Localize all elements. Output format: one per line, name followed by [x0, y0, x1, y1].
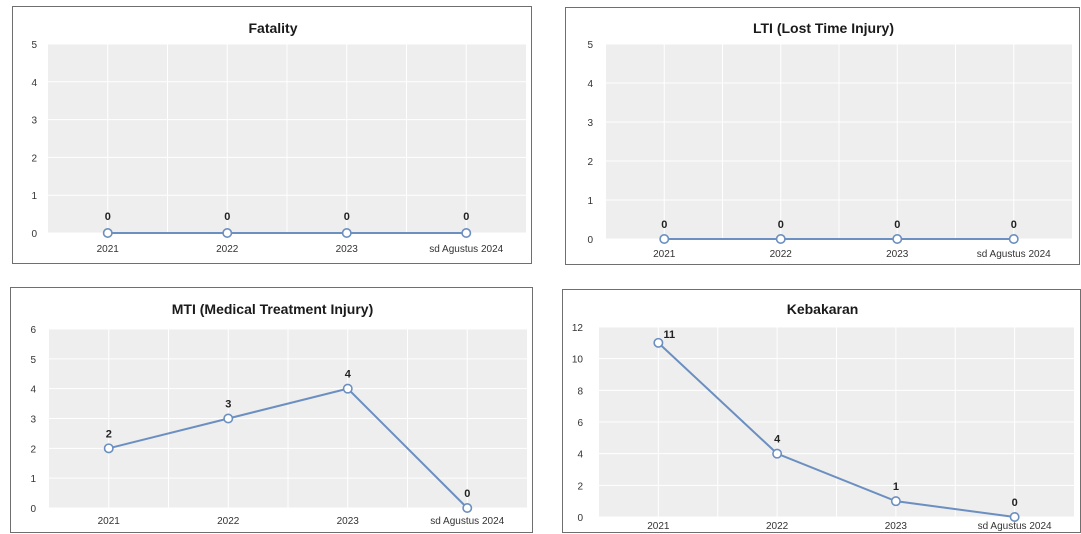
y-tick-label: 0 — [577, 513, 583, 524]
data-point — [1009, 512, 1020, 523]
chart-panel-fatality: 0 1 2 3 4 5 Fatality 2021 2022 2023 sd Agustus 202… — [12, 6, 532, 264]
data-label: 0 — [1011, 219, 1017, 231]
y-tick-label: 3 — [587, 118, 593, 129]
chart-title: Kebakaran — [787, 301, 859, 317]
x-tick-label: 2021 — [97, 244, 120, 255]
y-tick-label: 4 — [30, 385, 36, 396]
series-line — [657, 342, 1015, 518]
data-point — [341, 228, 352, 239]
data-label: 4 — [774, 434, 781, 446]
data-label: 1 — [893, 481, 899, 493]
data-point — [659, 234, 670, 245]
y-tick-label: 1 — [587, 196, 593, 207]
x-tick-label: 2021 — [98, 516, 121, 527]
x-tick-label: 2021 — [653, 249, 676, 260]
data-label: 4 — [345, 369, 352, 381]
y-tick-label: 2 — [587, 157, 593, 168]
data-point — [462, 503, 473, 514]
x-tick-label: sd Agustus 2024 — [978, 521, 1052, 532]
x-tick-label: 2023 — [886, 249, 909, 260]
series-line — [108, 387, 468, 509]
data-label: 0 — [105, 211, 111, 223]
x-tick-label: 2022 — [217, 516, 240, 527]
x-tick-label: 2023 — [336, 244, 359, 255]
y-tick-label: 5 — [30, 355, 36, 366]
y-tick-label: 0 — [587, 235, 593, 246]
chart-svg-lti: 0 1 2 3 4 5 LTI (Lost Time Injury) 2021 2022 2023… — [587, 20, 1072, 260]
y-tick-label: 1 — [30, 474, 36, 485]
y-tick-label: 3 — [30, 415, 36, 426]
y-tick-label: 12 — [572, 323, 584, 334]
data-point — [102, 228, 113, 239]
data-label: 11 — [664, 329, 676, 341]
chart-panel-mti: 0 1 2 3 4 5 6 MTI (Medical Treatment Injury) 202… — [10, 287, 533, 533]
x-tick-label: 2022 — [770, 249, 793, 260]
data-label: 3 — [225, 399, 231, 411]
y-tick-label: 4 — [587, 79, 593, 90]
data-label: 0 — [224, 211, 230, 223]
data-point — [892, 234, 903, 245]
x-tick-label: sd Agustus 2024 — [977, 249, 1051, 260]
y-tick-label: 2 — [30, 444, 36, 455]
y-tick-label: 2 — [31, 153, 37, 164]
data-point — [772, 448, 783, 459]
data-point — [103, 443, 114, 454]
x-tick-label: sd Agustus 2024 — [429, 244, 503, 255]
y-tick-label: 0 — [30, 504, 36, 515]
chart-title: Fatality — [248, 20, 297, 36]
data-point — [223, 413, 234, 424]
x-tick-label: 2023 — [337, 516, 360, 527]
data-label: 0 — [464, 488, 470, 500]
data-point — [222, 228, 233, 239]
data-label: 0 — [463, 211, 469, 223]
chart-title: LTI (Lost Time Injury) — [753, 20, 894, 36]
data-point — [775, 234, 786, 245]
y-tick-label: 6 — [577, 418, 583, 429]
data-point — [653, 337, 664, 348]
y-tick-label: 5 — [31, 40, 37, 51]
data-label: 0 — [661, 219, 667, 231]
data-point — [890, 496, 901, 507]
y-tick-label: 4 — [31, 78, 37, 89]
y-tick-label: 4 — [577, 450, 583, 461]
chart-panel-kebakaran: 0 2 4 6 8 10 12 Kebakaran 2021 2022 2023 sd Agustus… — [562, 289, 1081, 533]
data-point — [342, 383, 353, 394]
y-tick-label: 10 — [572, 355, 584, 366]
y-tick-label: 5 — [587, 40, 593, 51]
y-tick-label: 3 — [31, 116, 37, 127]
x-tick-label: 2021 — [647, 521, 670, 532]
data-label: 2 — [106, 428, 112, 440]
data-point — [461, 228, 472, 239]
y-tick-label: 8 — [577, 386, 583, 397]
x-tick-label: 2022 — [216, 244, 239, 255]
data-label: 0 — [894, 219, 900, 231]
y-tick-label: 1 — [31, 191, 37, 202]
y-tick-label: 2 — [577, 481, 583, 492]
x-tick-label: 2023 — [885, 521, 908, 532]
y-tick-label: 6 — [30, 325, 36, 336]
data-label: 0 — [778, 219, 784, 231]
data-point — [1008, 234, 1019, 245]
data-label: 0 — [344, 211, 350, 223]
x-tick-label: sd Agustus 2024 — [430, 516, 504, 527]
chart-svg-fatality: 0 1 2 3 4 5 Fatality 2021 2022 2023 sd Agustus 202… — [31, 20, 526, 255]
x-tick-label: 2022 — [766, 521, 789, 532]
chart-panel-lti: 0 1 2 3 4 5 LTI (Lost Time Injury) 2021 2022 2023… — [565, 7, 1080, 265]
chart-title: MTI (Medical Treatment Injury) — [172, 301, 373, 317]
y-tick-label: 0 — [31, 229, 37, 240]
data-label: 0 — [1012, 497, 1018, 509]
